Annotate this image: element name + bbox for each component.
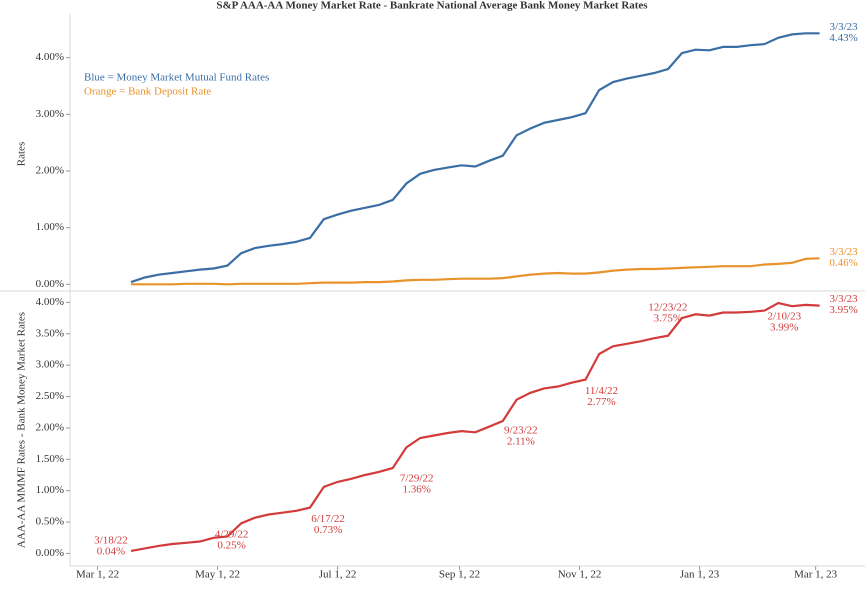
y-tick-label: 2.00%: [36, 421, 64, 433]
date-label: 11/4/22: [585, 385, 618, 397]
y-tick-label: 2.00%: [36, 165, 64, 177]
x-tick-label: Mar 1, 23: [794, 569, 838, 581]
chart-title: S&P AAA-AA Money Market Rate - Bankrate …: [216, 0, 648, 12]
value-label: 0.04%: [97, 545, 125, 557]
x-tick-label: May 1, 22: [195, 569, 240, 581]
date-label: 3/18/22: [94, 534, 128, 546]
y-tick-label: 3.50%: [36, 327, 64, 339]
y-tick-label: 2.50%: [36, 390, 64, 402]
value-label: 2.11%: [507, 436, 535, 448]
value-label: 3.99%: [770, 322, 798, 334]
date-label: 6/17/22: [311, 513, 345, 525]
y-tick-label: 4.00%: [36, 296, 64, 308]
y-tick-label: 4.00%: [36, 51, 64, 63]
date-label: 3/3/23: [830, 293, 859, 305]
data-line: [130, 301, 820, 552]
note: Blue = Money Market Mutual Fund Rates: [84, 72, 269, 84]
value-label: 3.95%: [829, 304, 857, 316]
x-tick-label: Jan 1, 23: [680, 569, 720, 581]
x-tick-label: Sep 1, 22: [439, 569, 480, 581]
date-label: 3/3/23: [830, 246, 859, 258]
date-label: 9/23/22: [504, 425, 538, 437]
value-label: 2.77%: [587, 396, 615, 408]
date-label: 3/3/23: [830, 21, 859, 33]
y-tick-label: 0.00%: [36, 547, 64, 559]
y-tick-label: 1.50%: [36, 453, 64, 465]
y-tick-label: 1.00%: [36, 221, 64, 233]
date-label: 12/23/22: [648, 302, 687, 314]
value-label: 0.25%: [217, 539, 245, 551]
value-label: 4.43%: [829, 32, 857, 44]
note: Orange = Bank Deposit Rate: [84, 86, 211, 98]
y-tick-label: 0.50%: [36, 516, 64, 528]
date-label: 4/29/22: [215, 528, 249, 540]
y-tick-label: 3.00%: [36, 359, 64, 371]
value-label: 0.46%: [829, 257, 857, 269]
value-label: 1.36%: [402, 484, 430, 496]
y-tick-label: 3.00%: [36, 108, 64, 120]
data-line: [130, 32, 820, 284]
x-tick-label: Nov 1, 22: [558, 569, 602, 581]
x-tick-label: Jul 1, 22: [319, 569, 357, 581]
y-tick-label: 1.00%: [36, 484, 64, 496]
value-label: 0.73%: [314, 524, 342, 536]
y-axis-title: AAA-AA MMMF Rates - Bank Money Market Ra…: [16, 312, 28, 548]
data-line: [131, 257, 820, 286]
y-axis-title: Rates: [16, 142, 28, 166]
x-tick-label: Mar 1, 22: [76, 569, 119, 581]
date-label: 7/29/22: [400, 473, 434, 485]
y-tick-label: 0.00%: [36, 278, 64, 290]
value-label: 3.75%: [654, 313, 682, 325]
date-label: 2/10/23: [767, 311, 801, 323]
